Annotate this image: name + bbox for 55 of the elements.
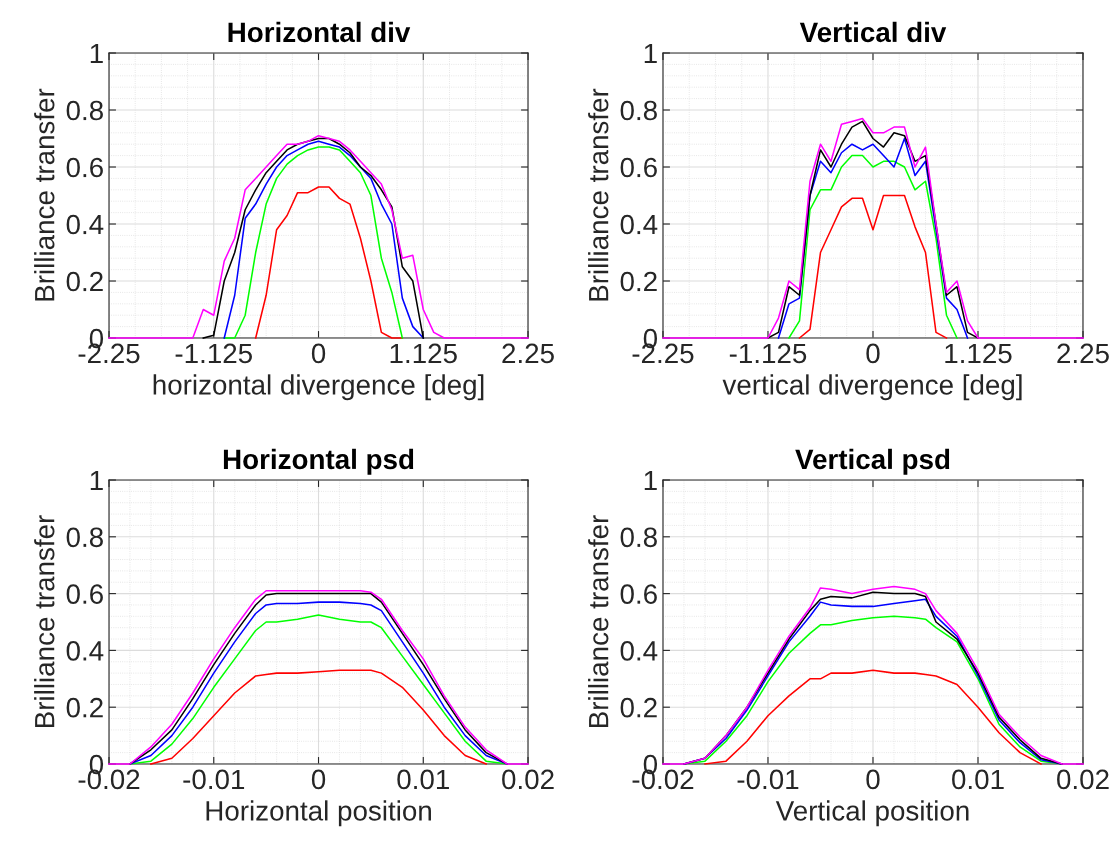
line-series [777, 137, 969, 339]
x-tick-label: -1.125 [729, 343, 807, 364]
x-tick-label: 1.125 [945, 343, 1012, 364]
y-tick-label: 0.6 [620, 584, 657, 604]
x-tick-label: 0.02 [1057, 769, 1109, 790]
line-series [704, 669, 1042, 765]
line-series [767, 120, 979, 339]
x-tick-label: -1.125 [175, 343, 252, 364]
x-axis-title: vertical divergence [deg] [722, 374, 1022, 401]
y-tick-label: 0.4 [66, 641, 104, 661]
y-tick-label: 1 [90, 470, 103, 491]
y-tick-label: 1 [644, 43, 657, 64]
chart-title: Vertical psd [795, 448, 950, 475]
y-tick-label: 0.6 [620, 157, 657, 178]
x-tick-label: -0.01 [737, 769, 799, 790]
y-tick-label: 0.2 [620, 271, 657, 292]
y-tick-label: 0.8 [620, 527, 657, 548]
x-tick-label: 0 [311, 343, 326, 364]
y-tick-label: 0.2 [66, 697, 103, 718]
y-tick-label: 0.8 [66, 527, 103, 548]
chart-title: Vertical div [799, 21, 947, 43]
y-tick-label: 1 [90, 43, 103, 64]
line-series [150, 669, 487, 765]
chart-title: Horizontal div [228, 21, 411, 43]
x-tick-label: 0.02 [502, 769, 554, 790]
x-tick-label: 0 [866, 343, 880, 364]
y-tick-label: 0.6 [66, 584, 103, 604]
chart-title: Horizontal psd [223, 448, 414, 475]
x-tick-label: 0 [866, 769, 880, 790]
line-series [254, 186, 404, 339]
x-tick-label: 0.01 [397, 769, 449, 790]
y-tick-label: 0.4 [66, 214, 104, 235]
x-axis-title: horizontal divergence [deg] [153, 374, 484, 401]
y-axis-title: Brilliance transfer [588, 515, 609, 728]
y-tick-label: 0.4 [620, 641, 658, 661]
x-tick-label: -0.01 [183, 769, 245, 790]
y-axis-title: Brilliance transfer [34, 88, 55, 301]
y-tick-label: 0.8 [66, 100, 103, 121]
line-series [798, 194, 948, 339]
y-tick-label: 0.6 [66, 157, 103, 178]
x-tick-label: 2.25 [502, 343, 554, 364]
x-tick-label: 0 [311, 769, 326, 790]
x-tick-label: 0.01 [952, 769, 1004, 790]
y-axis-title: Brilliance transfer [588, 88, 609, 301]
x-axis-title: Vertical position [775, 800, 969, 827]
x-axis-title: Horizontal position [206, 800, 431, 827]
y-axis-title: Brilliance transfer [34, 515, 55, 728]
y-tick-label: 0.2 [66, 271, 103, 292]
x-tick-label: 2.25 [1057, 343, 1109, 364]
y-tick-label: 0.8 [620, 100, 657, 121]
x-tick-label: 1.125 [390, 343, 457, 364]
y-tick-label: 1 [644, 470, 657, 491]
y-tick-label: 0.2 [620, 697, 657, 718]
line-series [788, 154, 958, 339]
y-tick-label: 0.4 [620, 214, 658, 235]
